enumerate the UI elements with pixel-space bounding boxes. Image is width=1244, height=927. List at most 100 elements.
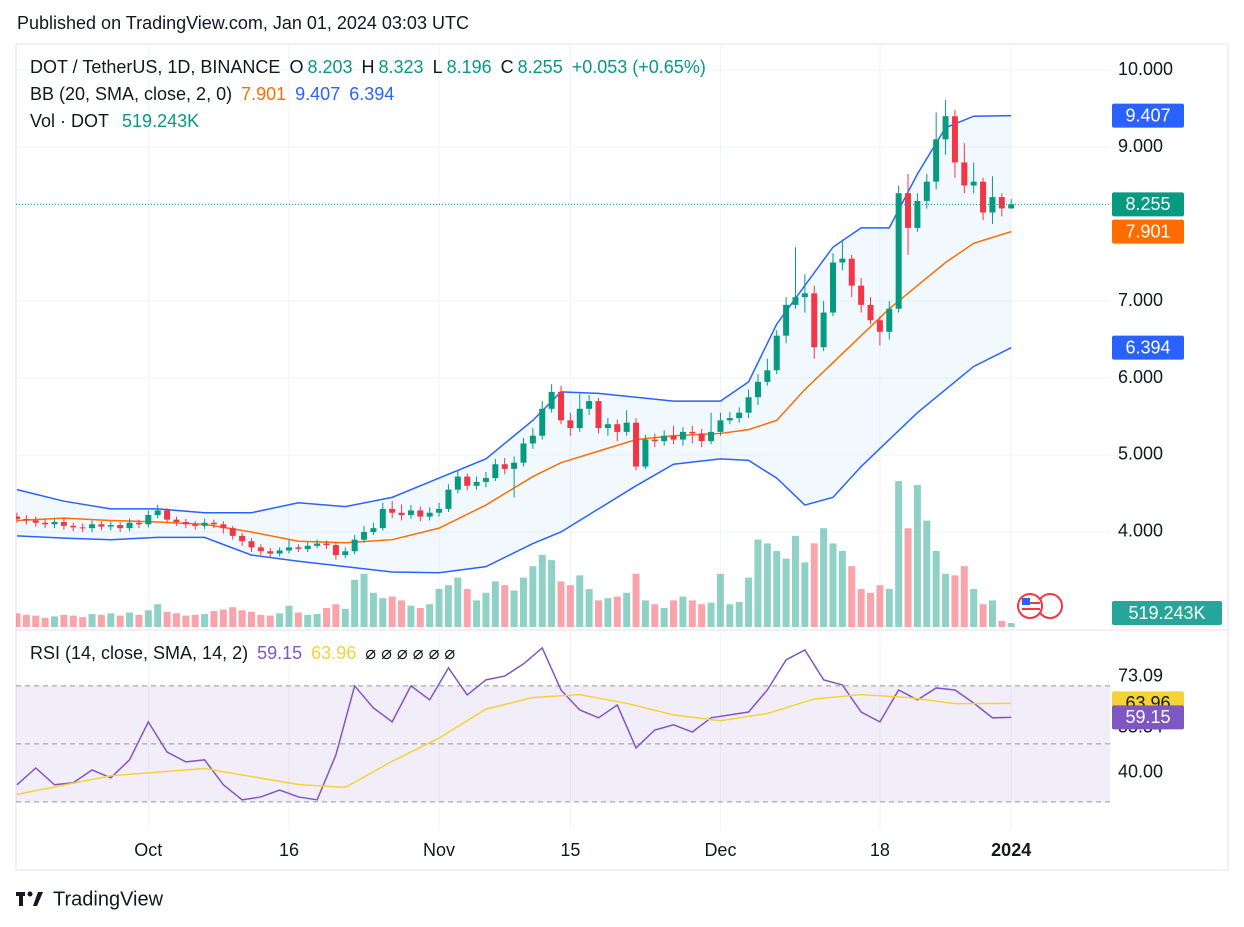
- volume-bar: [135, 614, 143, 627]
- candle-body: [989, 197, 996, 213]
- volume-bar: [238, 610, 246, 627]
- candle-body: [933, 139, 940, 182]
- volume-bar: [210, 611, 218, 627]
- candle-body: [154, 510, 161, 516]
- volume-bar: [707, 602, 715, 627]
- bb-line: [16, 346, 1012, 574]
- candle-body: [689, 431, 696, 434]
- vol-name: Vol · DOT: [30, 111, 110, 131]
- plot-area: [16, 44, 1110, 830]
- candle-body: [239, 535, 246, 542]
- volume-bar: [32, 615, 40, 627]
- candle-body: [248, 541, 255, 548]
- volume-bar: [491, 581, 499, 627]
- candle-body: [914, 200, 921, 228]
- candle-body: [473, 481, 480, 486]
- candle-body: [529, 435, 536, 444]
- candle-body: [830, 262, 836, 313]
- rsi-line: [16, 646, 1012, 801]
- candle-body: [820, 312, 827, 348]
- volume-bar: [473, 600, 481, 627]
- candle-body: [182, 521, 189, 525]
- volume-bar: [398, 600, 406, 627]
- legend-main: DOT / TetherUS, 1D, BINANCE O 8.203 H 8.32…: [30, 57, 710, 78]
- volume-bar: [857, 589, 865, 627]
- ohlc-label: C: [500, 57, 514, 77]
- volume-bar: [229, 607, 237, 627]
- volume-bar: [595, 600, 603, 627]
- candle-body: [539, 408, 546, 436]
- candle-body: [970, 181, 977, 186]
- volume-bar: [41, 617, 49, 627]
- volume-bar: [313, 614, 321, 627]
- volume-bar: [172, 613, 180, 627]
- candle-body: [595, 401, 602, 429]
- volume-bar: [191, 614, 199, 627]
- change: +0.053 (+0.65%): [571, 57, 706, 77]
- candle-body: [370, 528, 377, 532]
- y-tick-label: 6.000: [1118, 367, 1163, 387]
- volume-bar: [529, 566, 537, 627]
- volume-bar: [660, 608, 668, 627]
- volume-bar: [913, 484, 921, 627]
- volume-bar: [116, 615, 124, 627]
- volume-bar: [351, 579, 359, 627]
- candle-body: [567, 420, 574, 429]
- candle-body: [811, 293, 818, 348]
- volume-bar: [323, 608, 331, 627]
- candle-body: [726, 418, 733, 421]
- candle-body: [286, 547, 292, 551]
- volume-bar: [782, 558, 790, 627]
- volume-bar: [923, 520, 931, 627]
- bb-basis: 7.901: [241, 84, 287, 104]
- volume-bar: [960, 566, 968, 627]
- candle-body: [16, 516, 20, 519]
- price-tag: [1112, 103, 1184, 128]
- volume-bar: [763, 543, 771, 627]
- price-tag: [1112, 219, 1184, 244]
- candle-body: [32, 520, 39, 523]
- candle-body: [117, 525, 124, 529]
- volume-bar: [820, 528, 828, 627]
- candle-body: [107, 525, 114, 527]
- volume-bar: [904, 528, 912, 627]
- candle-body: [379, 508, 386, 529]
- y-tick-label: 7.000: [1118, 290, 1163, 310]
- candle-body: [745, 397, 752, 413]
- x-tick-label: Nov: [423, 840, 455, 860]
- candle-body: [792, 297, 799, 305]
- ohlc-value: 8.255: [517, 57, 563, 77]
- candle-body: [173, 519, 180, 522]
- candle-body: [942, 116, 949, 140]
- volume-bar: [332, 604, 340, 627]
- volume-bar: [51, 616, 59, 627]
- bb-name: BB (20, SMA, close, 2, 0): [30, 84, 233, 104]
- volume-bar: [932, 551, 940, 627]
- candle-body: [961, 162, 968, 186]
- bb-fill: [17, 115, 1012, 573]
- rsi-line: [16, 693, 1012, 796]
- volume-bar: [829, 543, 837, 627]
- candle-body: [623, 422, 630, 432]
- y-tick-label: 5.000: [1118, 444, 1163, 464]
- candle-body: [351, 539, 358, 552]
- rsi-value: 59.15: [257, 643, 303, 663]
- candle-body: [905, 193, 912, 228]
- candle-body: [229, 528, 236, 536]
- rsi-extra: ⌀ ⌀ ⌀ ⌀ ⌀ ⌀: [365, 643, 456, 663]
- volume-bar: [566, 585, 574, 627]
- rsi-tick-label: 40.00: [1118, 762, 1163, 782]
- volume-bar: [801, 562, 809, 627]
- volume-bar: [585, 589, 593, 627]
- legend-vol: Vol · DOT 519.243K: [30, 111, 203, 132]
- volume-bar: [970, 589, 978, 627]
- candle-body: [708, 431, 715, 442]
- volume-bar: [154, 604, 162, 627]
- candle-body: [445, 489, 452, 509]
- rsi-tick-label: 73.09: [1118, 666, 1163, 686]
- candle-body: [754, 381, 761, 398]
- candle-body: [79, 527, 86, 529]
- volume-bar: [182, 615, 190, 627]
- price-tag-label: 8.255: [1125, 194, 1170, 214]
